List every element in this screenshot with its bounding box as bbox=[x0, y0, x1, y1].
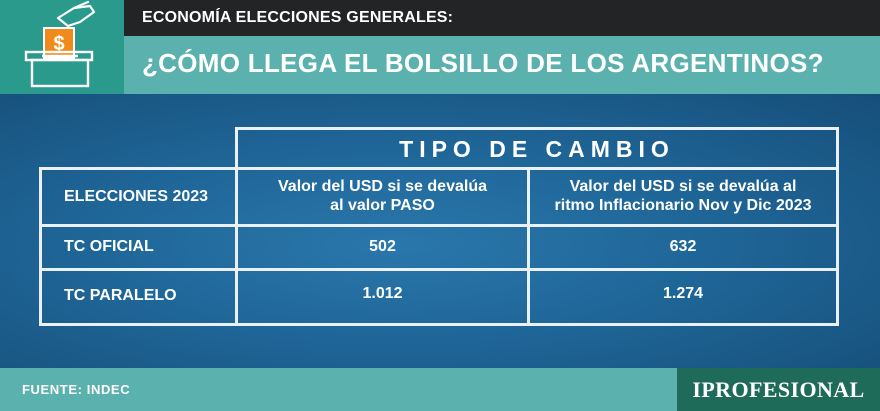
table-background bbox=[0, 94, 880, 368]
header-title-bar: ¿CÓMO LLEGA EL BOLSILLO DE LOS ARGENTINO… bbox=[124, 36, 880, 94]
ballot-box-dollar-icon: $ bbox=[24, 0, 96, 88]
page-title: ¿CÓMO LLEGA EL BOLSILLO DE LOS ARGENTINO… bbox=[142, 48, 824, 78]
logo-panel: $ bbox=[0, 0, 124, 94]
source-note: FUENTE: INDEC bbox=[22, 382, 131, 397]
header-kicker: ECONOMÍA ELECCIONES GENERALES: bbox=[142, 9, 454, 26]
dollar-symbol: $ bbox=[53, 33, 64, 55]
header-kicker-bar: ECONOMÍA ELECCIONES GENERALES: bbox=[124, 0, 880, 36]
brand-box: IPROFESIONAL bbox=[677, 368, 880, 411]
brand-logo: IPROFESIONAL bbox=[692, 377, 865, 402]
